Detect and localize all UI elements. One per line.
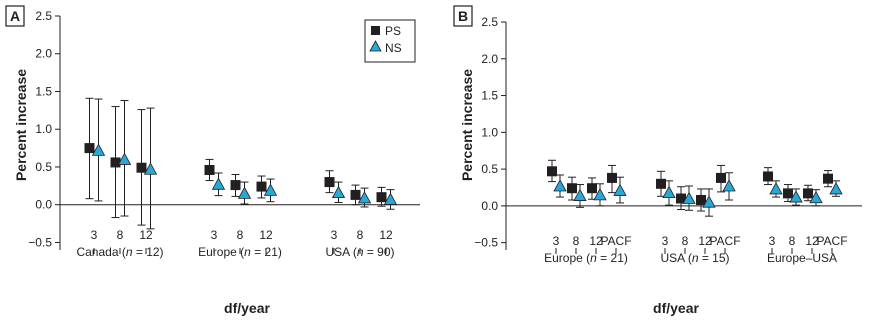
panel-a-x-tick-label: 3 [91, 228, 98, 242]
panel-a-y-tick-label: 2.5 [35, 9, 52, 23]
panel-a-ns-point [143, 162, 158, 175]
panel-a-legend-ns-label: NS [385, 41, 402, 55]
panel-b-x-tick-label: PACF [600, 234, 631, 248]
panel-b-ns-point [809, 190, 823, 204]
panel-b-x-axis-label: df/year [653, 300, 699, 316]
panel-a-legend-ns-marker [369, 40, 382, 52]
panel-a-ps-point [204, 164, 215, 175]
panel-b-x-tick-label: 12 [698, 234, 712, 248]
panel-a-y-tick-label: −0.5 [28, 235, 52, 249]
panel-b-group-label: Europe–USA [767, 251, 837, 265]
panel-a-group-label: Europe (n = 21) [198, 245, 282, 259]
panel-b-ps-point [716, 172, 726, 183]
panel-b-group-label: Europe (n = 21) [544, 251, 628, 265]
panel-a-x-tick-label: 8 [117, 228, 124, 242]
panel-a-ns-point [263, 183, 278, 196]
panel-a-y-tick-label: 1.0 [35, 122, 52, 136]
panel-a-x-axis-label: df/year [224, 300, 270, 316]
panel-b-ps-point [676, 193, 686, 204]
panel-b-y-tick-label: −0.5 [474, 236, 498, 250]
panel-b-y-tick-label: 0.5 [481, 162, 498, 176]
panel-b-ns-point [573, 188, 587, 201]
panel-a-ns-point [91, 143, 106, 156]
panel-a-ps-point [84, 143, 95, 154]
panel-b-ps-point [656, 178, 666, 189]
panel-a: A Percent increase df/year PS NS 2.5 2.0 1… [5, 5, 420, 316]
panel-b-ns-point [702, 195, 716, 208]
panel-b-ns-point [593, 188, 607, 201]
panel-a-ns-point [237, 186, 252, 199]
panel-a-y-tick-label: 0.0 [35, 198, 52, 212]
panel-b-x-tick-label: 8 [789, 234, 796, 248]
panel-a-ns-point [117, 152, 132, 165]
panel-b-ps-point [823, 173, 833, 184]
panel-b-x-tick-label: PACF [709, 234, 740, 248]
panel-b-ps-point [587, 183, 597, 194]
panel-a-ps-point [136, 162, 147, 173]
panel-b-y-tick-label: 1.0 [481, 125, 498, 139]
panel-a-ps-point [256, 181, 267, 192]
panel-b-y-axis-label: Percent increase [459, 69, 475, 181]
panel-b-y-tick-label: 0.0 [481, 199, 498, 213]
panel-b-x-tick-label: 3 [769, 234, 776, 248]
panel-b-ns-point [553, 179, 567, 192]
panel-b-x-tick-label: 12 [805, 234, 819, 248]
panel-b-ps-point [547, 166, 557, 177]
panel-a-ns-point [211, 177, 226, 190]
panel-b-x-tick-label: 3 [553, 234, 560, 248]
panel-a-x-tick-label: 12 [259, 228, 273, 242]
panel-a-group-label: Canada (n = 12) [76, 245, 163, 259]
panel-b-x-tick-label: 3 [662, 234, 669, 248]
panel-b-ns-point [662, 185, 676, 199]
panel-b-ps-point [567, 183, 577, 194]
panel-a-ps-point [350, 189, 361, 200]
panel-b-x-tick-label: PACF [816, 234, 847, 248]
panel-b-x-tick-label: 8 [573, 234, 580, 248]
panel-b-ns-point [722, 179, 736, 192]
panel-a-group-label: USA (n = 90) [325, 245, 394, 259]
panel-b-letter: B [458, 8, 468, 24]
panel-a-ns-point [357, 191, 372, 204]
panel-a-ns-point [383, 192, 398, 205]
panel-b-ps-point [803, 188, 813, 199]
panel-a-ps-point [324, 177, 335, 188]
panel-b-ps-point [607, 172, 617, 183]
panel-a-x-tick-label: 8 [237, 228, 244, 242]
panel-b-ns-point [829, 182, 843, 195]
panel-b-ns-point [789, 190, 803, 203]
panel-a-ps-point [376, 192, 387, 203]
panel-a-letter: A [10, 8, 20, 24]
panel-a-y-tick-label: 0.5 [35, 160, 52, 174]
panel-b-y-tick-label: 2.0 [481, 52, 498, 66]
panel-b-y-tick-label: 1.5 [481, 89, 498, 103]
panel-b-y-tick-label: 2.5 [481, 15, 498, 29]
panel-a-x-tick-label: 3 [331, 228, 338, 242]
panel-b-letter-box: B [453, 5, 473, 27]
panel-b: B Percent increase df/year 2.5 2.0 1.5 1.0 0… [453, 5, 862, 316]
panel-a-ps-point [110, 157, 121, 168]
panel-a-x-tick-label: 12 [139, 228, 153, 242]
panel-a-x-tick-label: 8 [357, 228, 364, 242]
panel-b-group-label: USA (n = 15) [660, 251, 729, 265]
panel-a-ns-point [331, 185, 346, 199]
panel-a-y-axis-label: Percent increase [13, 69, 29, 181]
panel-a-legend-ps-label: PS [385, 24, 401, 38]
panel-b-x-tick-label: 8 [682, 234, 689, 248]
panel-b-ps-point [696, 194, 706, 205]
panel-a-letter-box: A [5, 5, 25, 27]
panel-b-ns-point [613, 183, 627, 196]
panel-b-ns-point [769, 182, 783, 195]
panel-a-x-tick-label: 3 [211, 228, 218, 242]
panel-b-ns-point [682, 191, 696, 204]
panel-a-y-tick-label: 2.0 [35, 47, 52, 61]
panel-a-legend: PS NS [364, 19, 416, 63]
panel-b-ps-point [783, 188, 793, 199]
panel-b-ps-point [763, 171, 773, 182]
panel-a-ps-point [230, 180, 241, 191]
panel-a-x-tick-label: 12 [379, 228, 393, 242]
panel-a-legend-ps-marker [371, 26, 380, 35]
panel-b-x-tick-label: 12 [589, 234, 603, 248]
panel-a-y-tick-label: 1.5 [35, 84, 52, 98]
